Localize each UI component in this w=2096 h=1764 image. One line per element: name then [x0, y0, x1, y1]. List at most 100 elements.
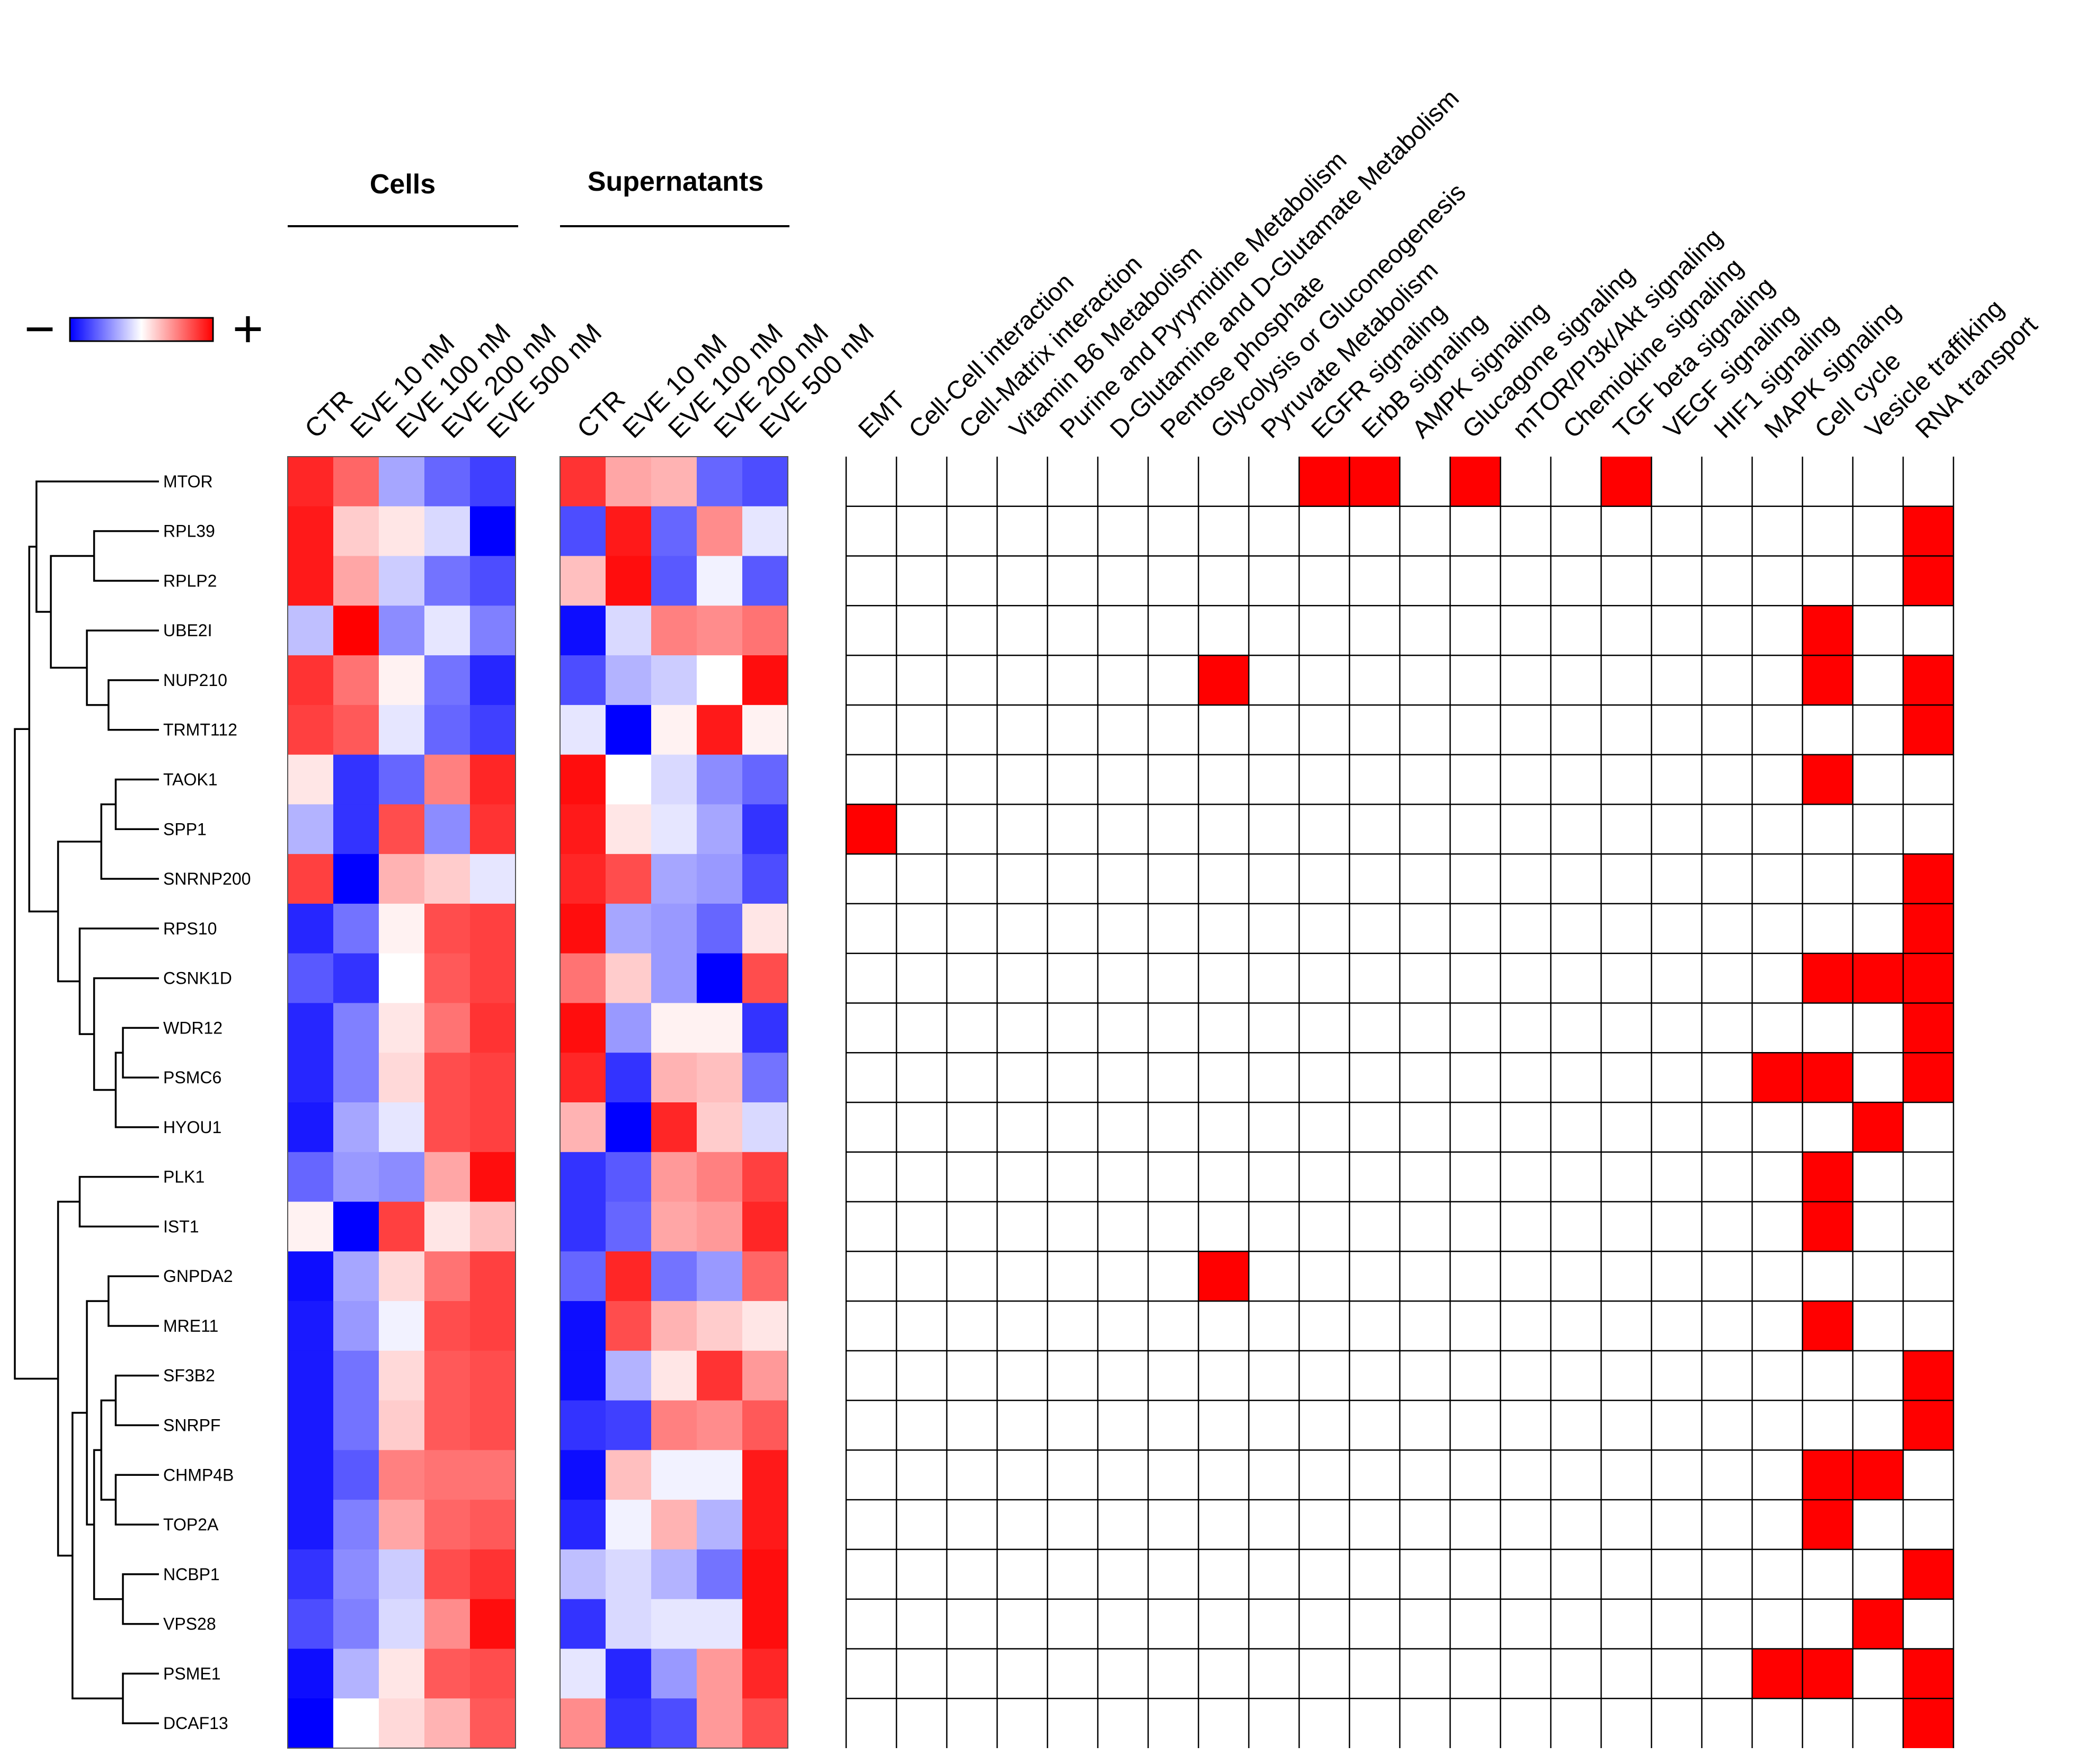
dendrogram-branch: [93, 530, 159, 582]
heatmap-cell-supernatants: [560, 1599, 606, 1649]
heatmap-cell-cells: [470, 1102, 516, 1153]
gene-label: IST1: [163, 1217, 199, 1236]
pathway-column-labels: EMT Cell-Cell interaction Cell-Matrix in…: [853, 84, 2043, 444]
heatmap-cell-cells: [379, 754, 424, 805]
heatmap-cell-supernatants: [606, 1201, 651, 1252]
heatmap-cell-supernatants: [697, 1201, 742, 1252]
gene-label: RPLP2: [163, 571, 217, 590]
pathway-membership-cell: [1450, 457, 1500, 506]
heatmap-cell-cells: [470, 854, 516, 904]
heatmap-cell-supernatants: [606, 854, 651, 904]
heatmap-cell-cells: [333, 1549, 379, 1600]
heatmap-cell-cells: [333, 1599, 379, 1649]
heatmap-cell-supernatants: [606, 1003, 651, 1053]
heatmap-cell-cells: [288, 1102, 333, 1153]
heatmap-cell-cells: [333, 1649, 379, 1699]
heatmap-cell-supernatants: [606, 903, 651, 954]
heatmap-cell-supernatants: [742, 804, 788, 854]
dendrogram-branch: [114, 1374, 159, 1427]
gene-label: MTOR: [163, 472, 213, 491]
heatmap-cell-supernatants: [697, 1649, 742, 1699]
pathway-membership-cell: [1903, 854, 1953, 904]
heatmap-cell-supernatants: [742, 556, 788, 606]
heatmap-cell-cells: [333, 854, 379, 904]
heatmap-cell-supernatants: [560, 1500, 606, 1550]
heatmap-cell-supernatants: [606, 804, 651, 854]
heatmap-cell-supernatants: [651, 1599, 697, 1649]
dendrogram: [14, 480, 159, 1724]
heatmap-cell-supernatants: [560, 1251, 606, 1302]
heatmap-cell-cells: [333, 605, 379, 656]
heatmap-cell-supernatants: [651, 754, 697, 805]
heatmap-cell-supernatants: [697, 605, 742, 656]
dendrogram-branch: [108, 679, 159, 731]
supernatants-column-label: CTR: [571, 385, 630, 444]
heatmap-cell-cells: [424, 556, 470, 606]
heatmap-cell-supernatants: [606, 506, 651, 557]
heatmap-cell-supernatants: [651, 1053, 697, 1103]
heatmap-cell-cells: [379, 854, 424, 904]
heatmap-cell-cells: [333, 1003, 379, 1053]
heatmap-cell-supernatants: [742, 1053, 788, 1103]
gene-label: SNRNP200: [163, 869, 251, 888]
dendrogram-branch: [93, 977, 159, 1091]
heatmap-cell-supernatants: [742, 655, 788, 706]
pathway-membership-cell: [1903, 903, 1953, 954]
heatmap-cell-cells: [424, 1549, 470, 1600]
gene-label: NCBP1: [163, 1565, 220, 1584]
heatmap-cell-supernatants: [742, 457, 788, 507]
heatmap-cell-supernatants: [651, 1450, 697, 1500]
pathway-membership-cell: [1198, 655, 1249, 705]
heatmap-cell-supernatants: [651, 1698, 697, 1749]
heatmap-cell-cells: [333, 754, 379, 805]
heatmap-cell-cells: [288, 1251, 333, 1302]
heatmap-cell-supernatants: [606, 1102, 651, 1153]
heatmap-cell-supernatants: [606, 457, 651, 507]
heatmap-cell-cells: [379, 457, 424, 507]
heatmap-cell-supernatants: [560, 854, 606, 904]
heatmap-cell-cells: [288, 1301, 333, 1351]
heatmap-cell-cells: [424, 1599, 470, 1649]
heatmap-cell-supernatants: [651, 1301, 697, 1351]
heatmap-cell-supernatants: [742, 1649, 788, 1699]
pathway-membership-cell: [1802, 605, 1853, 656]
heatmap-cell-cells: [288, 506, 333, 557]
heatmap-cell-supernatants: [651, 953, 697, 1003]
heatmap-cell-cells: [470, 754, 516, 805]
heatmap-cell-cells: [379, 903, 424, 954]
pathway-membership-cell: [1903, 1549, 1953, 1599]
heatmap-cell-supernatants: [697, 1152, 742, 1202]
pathway-membership-cell: [1903, 655, 1953, 705]
heatmap-cell-supernatants: [560, 1152, 606, 1202]
legend-color-gradient: [69, 317, 214, 342]
heatmap-cell-supernatants: [742, 605, 788, 656]
heatmap-cell-supernatants: [742, 953, 788, 1003]
heatmap-cell-cells: [333, 1152, 379, 1202]
heatmap-cell-cells: [379, 705, 424, 755]
pathway-membership-cell: [1802, 1500, 1853, 1549]
heatmap-cell-cells: [333, 705, 379, 755]
dendrogram-branch: [35, 480, 159, 613]
heatmap-cell-cells: [333, 556, 379, 606]
gene-label: CSNK1D: [163, 969, 232, 988]
heatmap-cell-cells: [424, 903, 470, 954]
heatmap-cell-cells: [288, 605, 333, 656]
heatmap-cell-cells: [333, 1251, 379, 1302]
heatmap-cell-cells: [470, 1053, 516, 1103]
heatmap-cell-cells: [288, 1152, 333, 1202]
heatmap-cell-supernatants: [697, 1549, 742, 1600]
dendrogram-branch: [122, 1672, 159, 1724]
heatmap-cells-group: [287, 456, 516, 1749]
heatmap-cell-cells: [333, 804, 379, 854]
pathway-membership-cell: [1198, 1251, 1249, 1302]
heatmap-cell-cells: [288, 953, 333, 1003]
heatmap-cell-cells: [470, 1350, 516, 1401]
gene-label: DCAF13: [163, 1714, 228, 1733]
heatmap-cell-cells: [288, 1400, 333, 1450]
gene-label: PSME1: [163, 1664, 220, 1683]
dendrogram-branch: [100, 1399, 116, 1501]
heatmap-cell-supernatants: [742, 1201, 788, 1252]
heatmap-cell-cells: [470, 457, 516, 507]
dendrogram-branch: [86, 1300, 109, 1526]
heatmap-cell-cells: [288, 903, 333, 954]
